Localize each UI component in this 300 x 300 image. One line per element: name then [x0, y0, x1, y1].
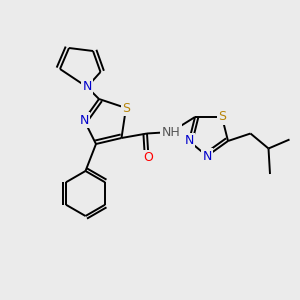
- Text: O: O: [144, 151, 153, 164]
- Text: N: N: [82, 80, 92, 94]
- Text: NH: NH: [162, 125, 180, 139]
- Text: S: S: [122, 101, 130, 115]
- Text: N: N: [184, 134, 194, 148]
- Text: S: S: [218, 110, 226, 124]
- Text: N: N: [79, 113, 89, 127]
- Text: N: N: [202, 149, 212, 163]
